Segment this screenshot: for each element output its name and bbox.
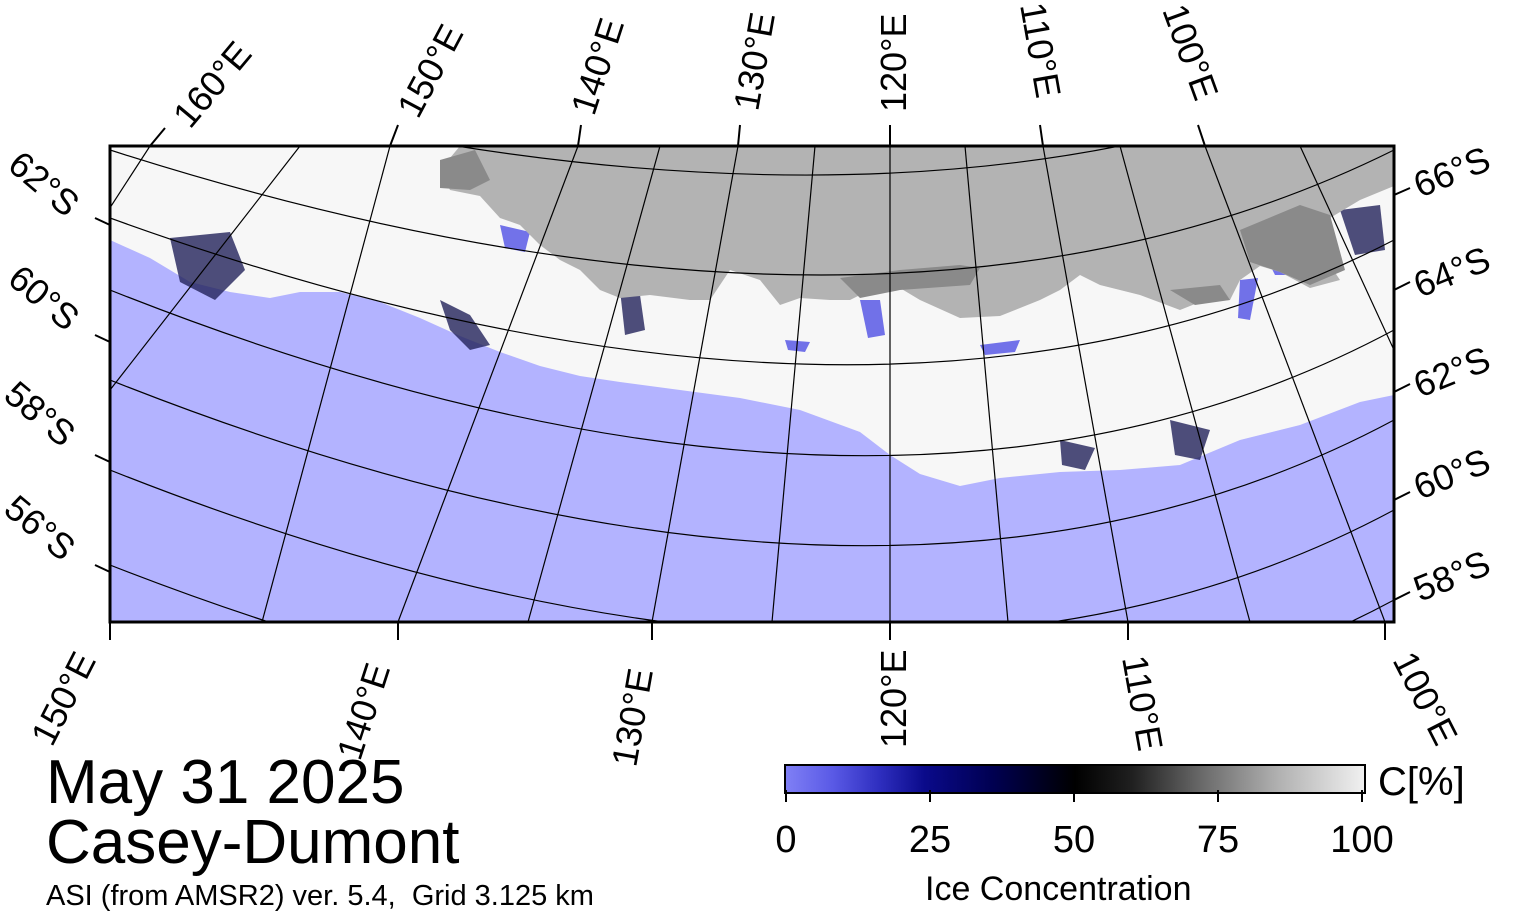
latitude-lines (110, 146, 1394, 622)
colorbar-tick-mark (1361, 790, 1363, 802)
colorbar-tick-label-75: 75 (1196, 819, 1240, 861)
colorbar-tick-mark (929, 790, 931, 802)
frame-ticks (94, 124, 1411, 640)
right-lat-label-62: 62°S (1408, 338, 1496, 405)
top-lon-label-110: 110°E (1012, 0, 1069, 101)
longitude-lines (110, 146, 1394, 622)
right-lat-label-58: 58°S (1408, 542, 1496, 609)
data-source: ASI (from AMSR2) ver. 5.4, Grid 3.125 km (46, 880, 594, 912)
low-concentration-patches (170, 205, 1385, 470)
left-lat-label-56: 56°S (0, 487, 83, 569)
left-lat-label-60: 60°S (1, 257, 87, 339)
colorbar-tick-mark (785, 790, 787, 802)
top-lon-label-100: 100°E (1154, 0, 1226, 105)
bottom-lon-label-130: 130°E (604, 665, 661, 769)
colorbar-tick-label-0: 0 (775, 819, 797, 861)
right-lat-label-64: 64°S (1408, 238, 1496, 305)
bottom-lon-label-100: 100°E (1385, 645, 1466, 751)
bottom-lon-label-150: 150°E (23, 645, 104, 751)
bottom-lon-label-110: 110°E (1114, 652, 1171, 753)
map-area (110, 146, 1394, 622)
colorbar-title: Ice Concentration (925, 870, 1192, 908)
right-lat-label-60: 60°S (1408, 440, 1496, 507)
colorbar-tick-mark (1217, 790, 1219, 802)
top-lon-label-160: 160°E (165, 33, 260, 135)
colorbar-tick-label-25: 25 (908, 819, 952, 861)
map-frame (108, 144, 1396, 624)
colorbar-tick-label-50: 50 (1052, 819, 1096, 861)
right-lat-label-66: 66°S (1408, 138, 1496, 205)
top-lon-label-150: 150°E (389, 18, 471, 124)
left-lat-label-62: 62°S (1, 143, 87, 225)
top-lon-label-130: 130°E (726, 9, 783, 113)
ice-shelf-areas (440, 150, 1345, 305)
left-lat-label-58: 58°S (0, 373, 83, 455)
bottom-lon-label-120: 120°E (873, 650, 914, 748)
colorbar (784, 764, 1366, 794)
colorbar-tick-label-100: 100 (1330, 819, 1394, 861)
colorbar-unit: C[%] (1378, 760, 1465, 804)
map-date: May 31 2025 (46, 748, 405, 817)
region-name: Casey-Dumont (46, 808, 460, 877)
colorbar-tick-mark (1073, 790, 1075, 802)
top-lon-label-140: 140°E (563, 13, 632, 119)
top-lon-label-120: 120°E (873, 14, 914, 112)
